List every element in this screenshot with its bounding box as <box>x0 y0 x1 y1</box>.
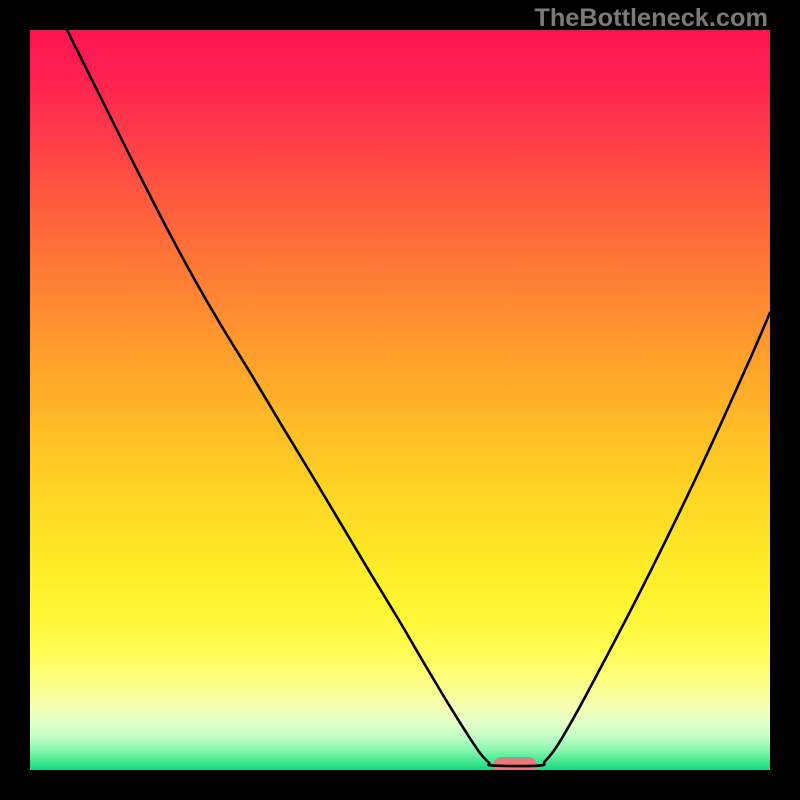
watermark-text: TheBottleneck.com <box>534 4 768 33</box>
plot-area <box>30 30 770 770</box>
bottleneck-curve <box>30 30 770 770</box>
chart-frame <box>0 0 800 800</box>
